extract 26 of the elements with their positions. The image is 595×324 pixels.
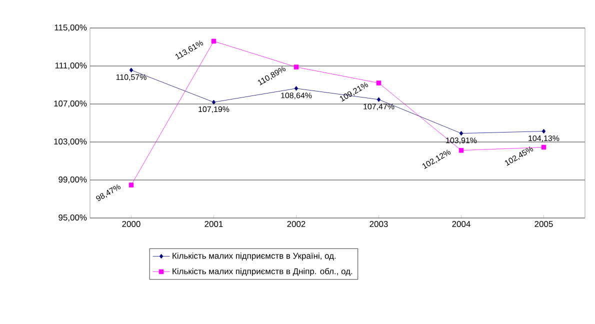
point [212,100,216,105]
x-tick-label: 2003 [370,221,388,228]
x-tick-label: 2005 [534,221,553,228]
point [458,148,464,153]
point [459,130,464,136]
point [294,86,298,91]
x-tick-label: 2000 [122,221,140,228]
point [541,144,546,150]
point [542,128,546,134]
point [211,38,216,44]
point [376,97,381,102]
legend-label: Кількість малих підприємств в Україні, од. [172,252,336,260]
y-tick-label: 99,00% [58,176,87,184]
point [376,80,382,86]
y-tick-label: 111,00% [55,62,87,70]
x-tick-label: 2004 [452,221,470,228]
point [294,64,299,70]
y-tick-label: 95,00% [58,214,87,222]
point [128,182,134,188]
y-tick-label: 115,00% [54,24,87,32]
y-tick-label: 107,00% [54,100,87,108]
legend-label: Кількість малих підприємств в Дніпр. обл., од. [172,268,352,276]
y-tick-label: 103,00% [54,138,87,146]
point [129,68,134,72]
x-tick-label: 2002 [287,221,306,228]
x-tick-label: 2001 [204,221,223,228]
